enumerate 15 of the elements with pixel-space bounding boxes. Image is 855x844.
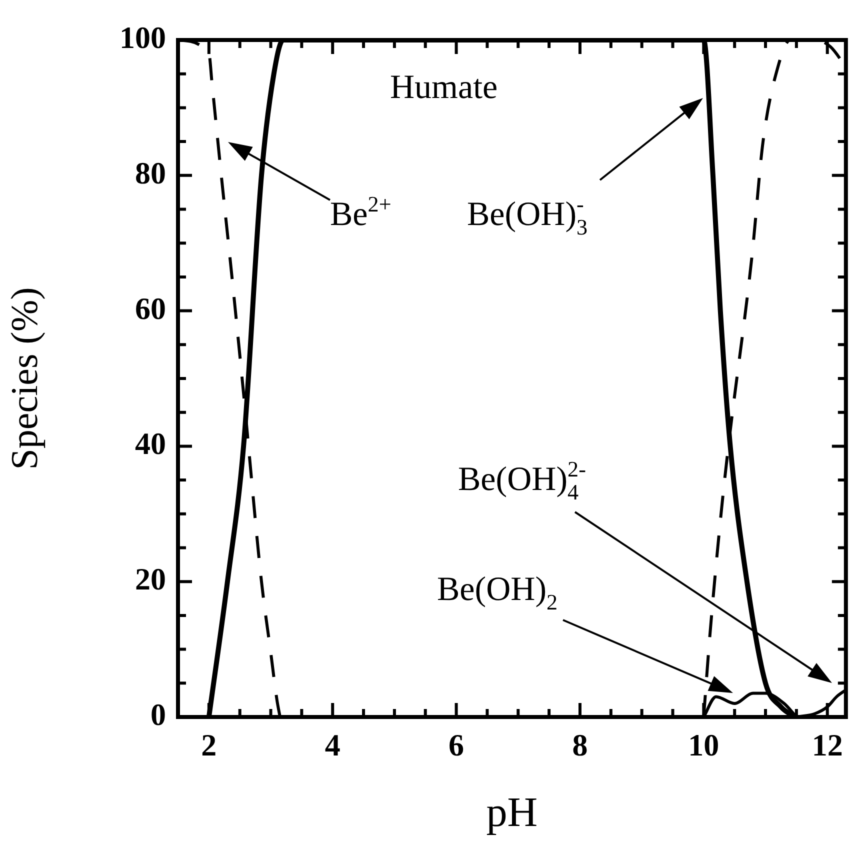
y-tick-label: 80 [135,155,166,190]
y-tick-label: 40 [135,426,166,462]
x-axis-title: pH [486,790,538,836]
y-tick-label: 20 [135,562,166,597]
y-tick-label: 60 [135,290,166,326]
x-tick-label: 6 [448,728,464,763]
y-tick-label: 0 [150,697,166,732]
y-tick-label: 100 [120,20,166,56]
y-axis-title: Species (%) [4,287,46,470]
x-tick-label: 10 [688,728,720,763]
annotation: Humate [390,69,498,106]
x-tick-label: 8 [572,728,588,763]
x-tick-label: 2 [201,728,217,763]
x-tick-label: 4 [324,728,340,763]
x-tick-label: 12 [812,728,843,763]
